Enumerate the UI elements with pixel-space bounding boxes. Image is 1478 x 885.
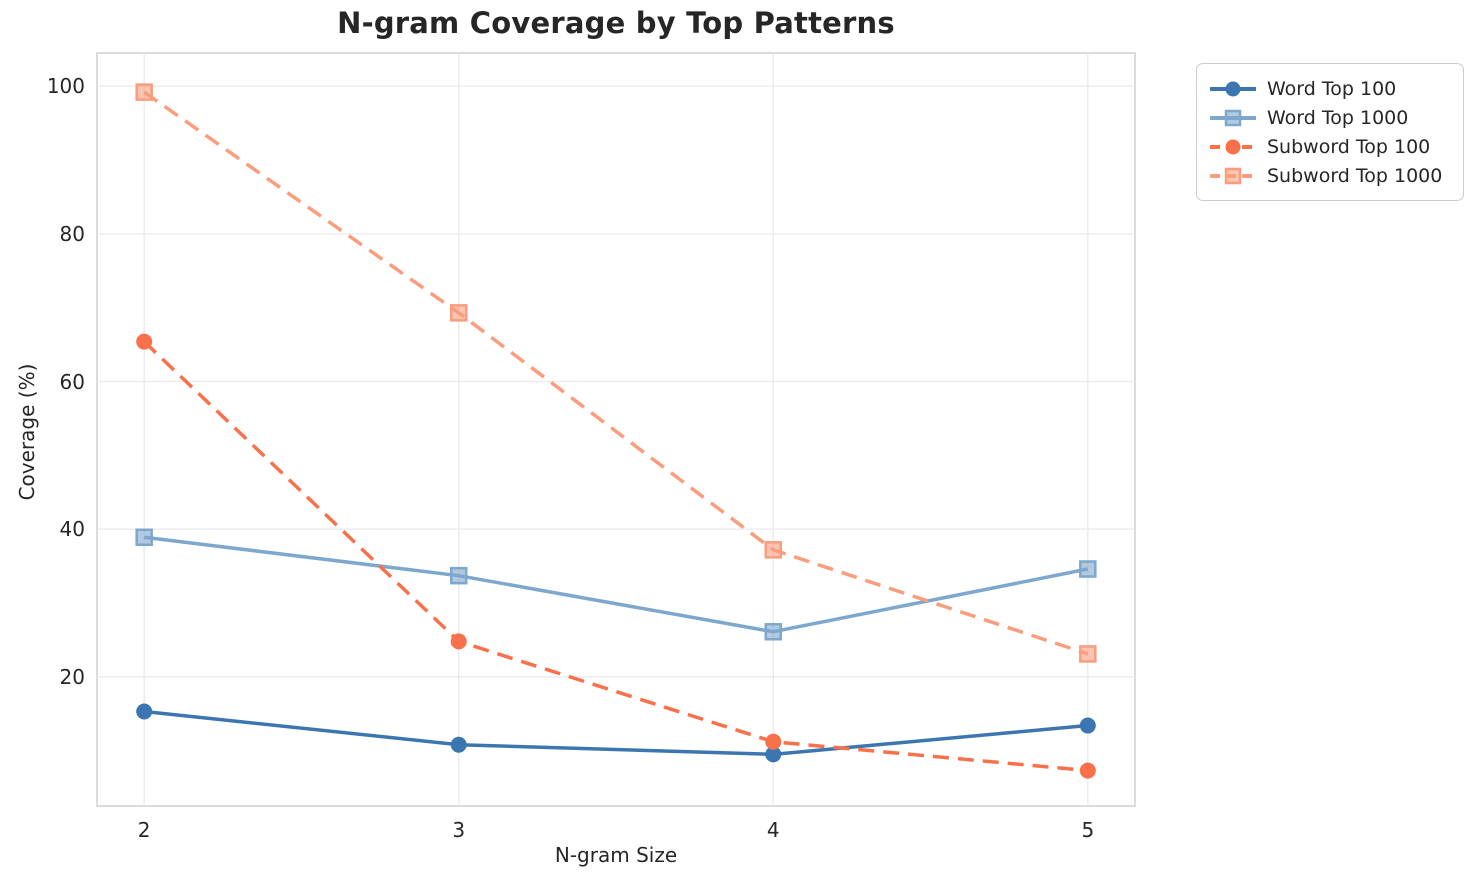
legend-label: Subword Top 100 (1267, 135, 1431, 158)
x-tick-label: 5 (1081, 818, 1095, 842)
legend-label: Word Top 1000 (1267, 106, 1409, 129)
x-tick-label: 3 (452, 818, 466, 842)
data-point-word-top-1000 (449, 566, 468, 585)
data-point-word-top-100 (136, 703, 153, 720)
chart-title: N-gram Coverage by Top Patterns (337, 6, 895, 40)
y-axis-label: Coverage (%) (15, 363, 39, 501)
legend-line-sample (1210, 139, 1256, 154)
data-point-subword-top-1000 (449, 304, 468, 322)
y-tick-label: 80 (59, 221, 85, 246)
legend-item-subword-top-1000: Subword Top 1000 (1209, 161, 1451, 190)
legend-label: Subword Top 1000 (1267, 164, 1443, 187)
y-tick-label: 40 (59, 517, 85, 542)
data-point-word-top-100 (1079, 717, 1096, 734)
series-line-word-top-100 (143, 709, 1088, 757)
legend-line-sample (1210, 167, 1256, 184)
data-point-word-top-1000 (1079, 560, 1097, 578)
data-point-subword-top-100 (136, 333, 153, 350)
legend-line-sample (1210, 109, 1256, 126)
legend-line-sample (1210, 81, 1256, 96)
legend-item-word-top-100: Word Top 100 (1209, 74, 1451, 103)
data-point-subword-top-1000 (764, 541, 783, 559)
legend-label: Word Top 100 (1267, 77, 1397, 100)
series-line-subword-top-1000 (143, 90, 1089, 656)
legend: Word Top 100 Word Top 1000 Subword Top 100… (1196, 63, 1464, 201)
data-point-subword-top-100 (765, 733, 782, 750)
data-point-word-top-1000 (135, 528, 153, 547)
legend-item-subword-top-100: Subword Top 100 (1209, 132, 1451, 161)
data-point-word-top-100 (765, 746, 782, 763)
data-point-subword-top-1000 (135, 83, 153, 101)
y-tick-label: 60 (59, 369, 85, 394)
y-tick-label: 20 (59, 664, 85, 689)
x-tick-label: 4 (766, 818, 780, 842)
data-point-subword-top-100 (450, 633, 467, 650)
x-tick-label: 2 (137, 818, 151, 842)
data-point-subword-top-100 (1079, 762, 1096, 779)
data-point-subword-top-1000 (1079, 645, 1097, 663)
legend-item-word-top-1000: Word Top 1000 (1209, 103, 1451, 132)
series-line-word-top-1000 (143, 535, 1089, 634)
x-axis-label: N-gram Size (554, 843, 678, 867)
data-point-word-top-1000 (764, 623, 783, 641)
y-tick-label: 100 (46, 74, 85, 99)
data-point-word-top-100 (450, 736, 467, 753)
